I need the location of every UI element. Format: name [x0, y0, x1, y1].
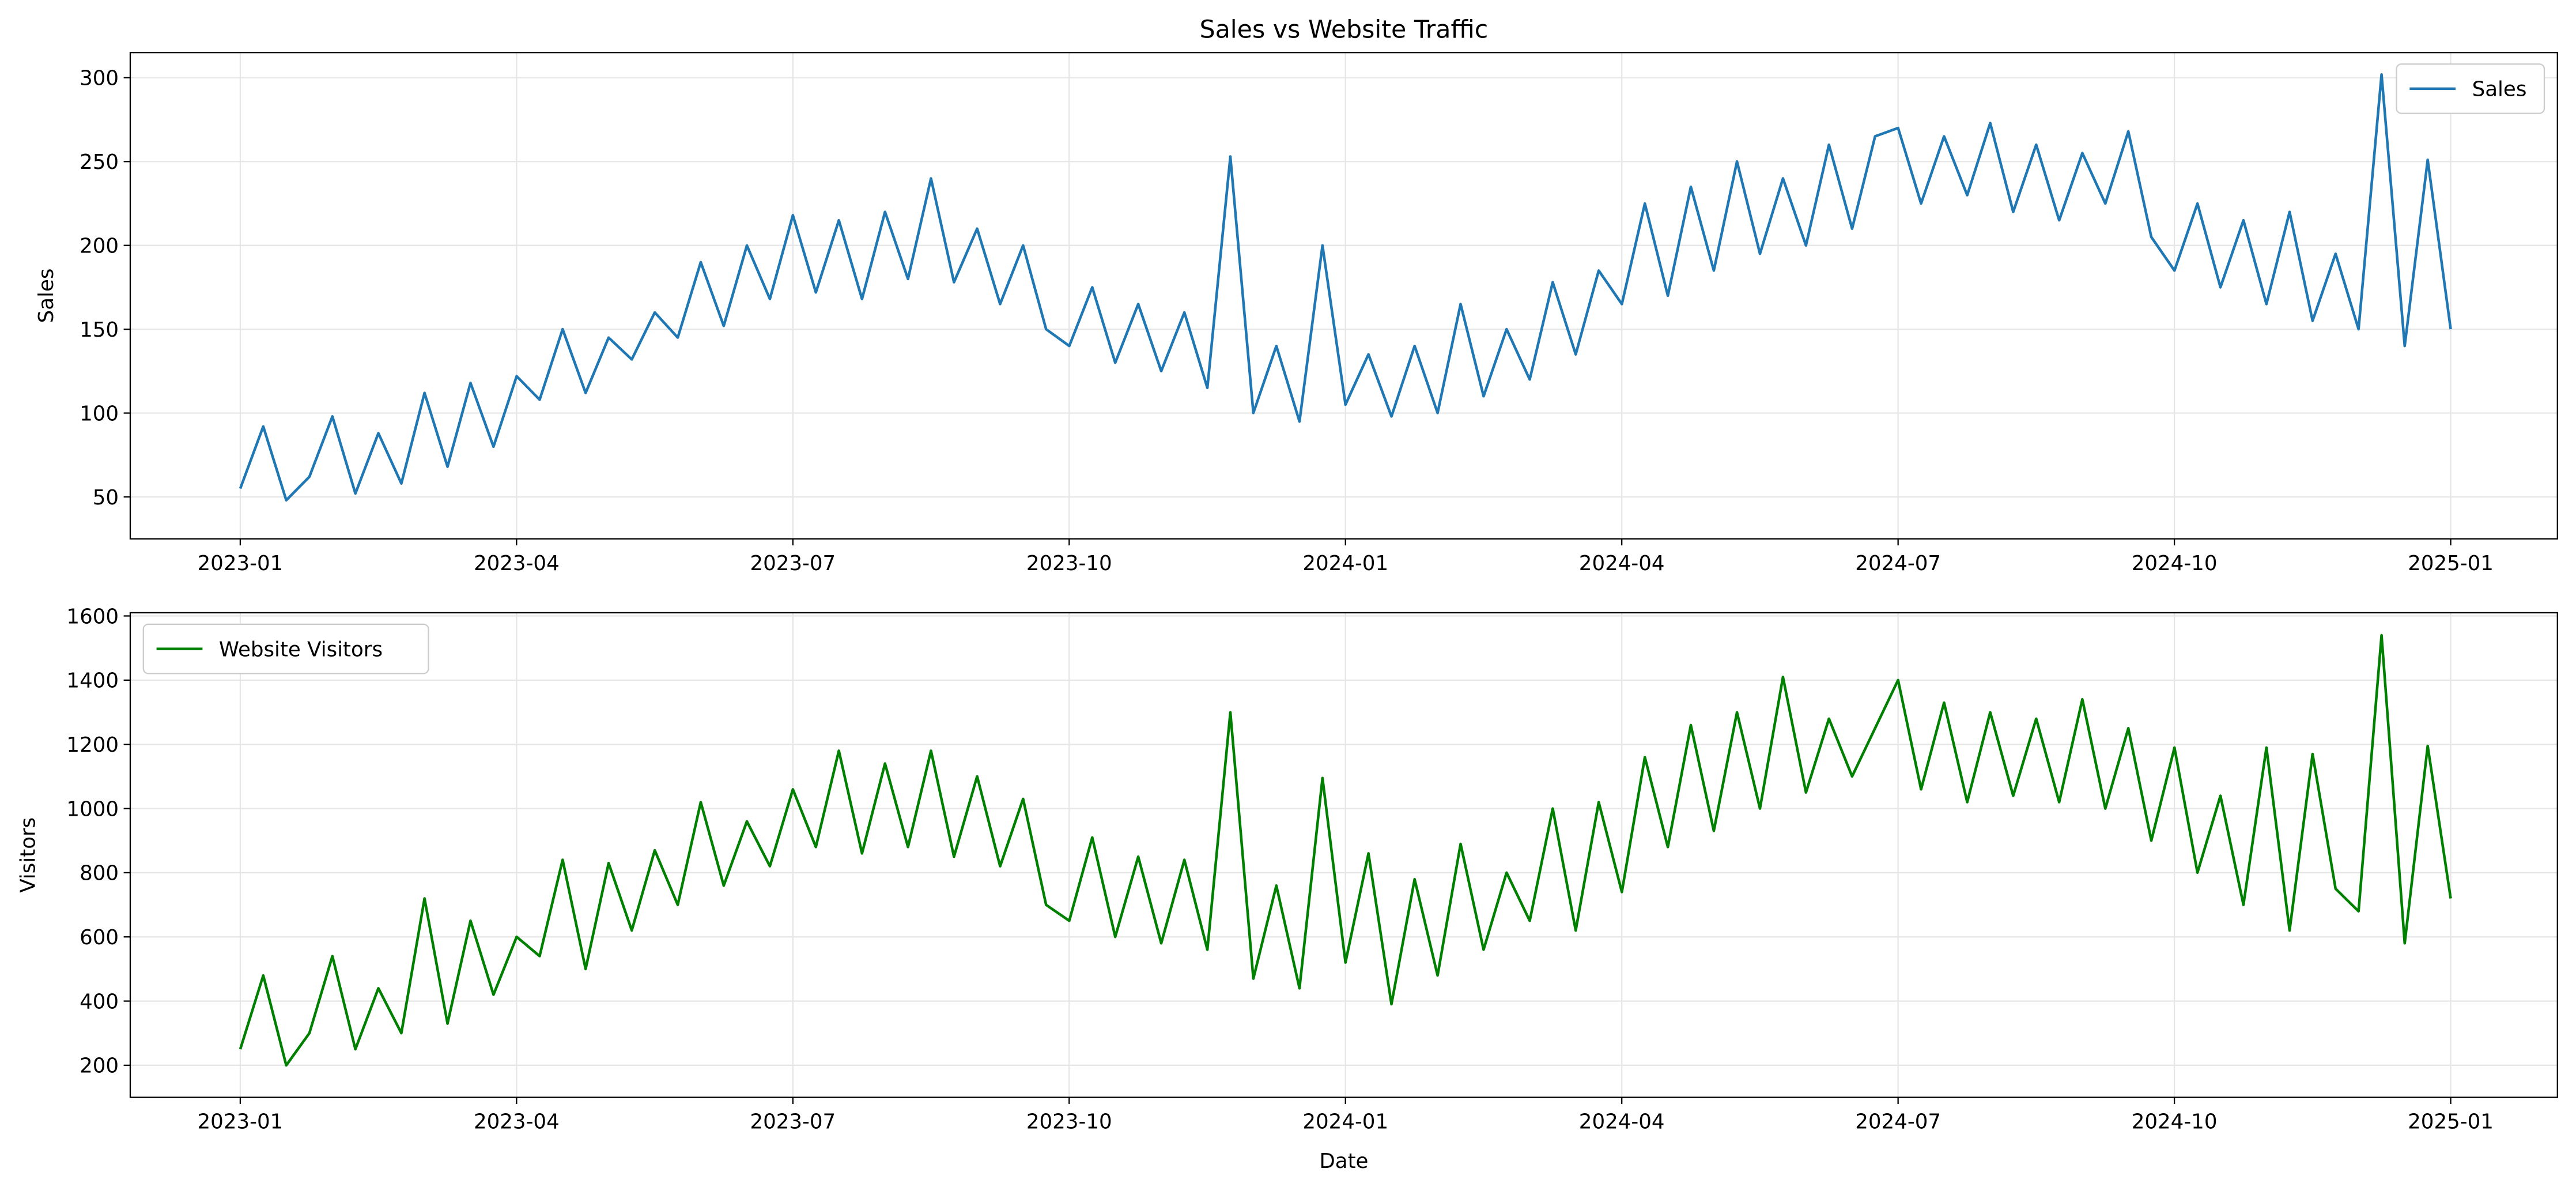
y-tick-label: 300: [80, 67, 119, 91]
legend-label: Sales: [2472, 78, 2527, 101]
x-tick-label: 2024-10: [2132, 1110, 2218, 1134]
legend-label: Website Visitors: [219, 638, 383, 661]
axes-frame: [129, 612, 2558, 1098]
chart-title: Sales vs Website Traffic: [1199, 16, 1488, 44]
plot-area: [130, 612, 2558, 1098]
x-tick-label: 2023-04: [474, 1110, 560, 1134]
y-tick-label: 200: [80, 235, 119, 258]
line: [239, 73, 2452, 502]
y-tick-label: 800: [80, 862, 119, 885]
axes-frame: [129, 52, 2558, 540]
x-tick-label: 2025-01: [2408, 1110, 2494, 1134]
y-tick-label: 400: [80, 990, 119, 1013]
y-tick-label: 250: [80, 150, 119, 174]
subplot: 200 400 600 800 1000 1200 1400 1600 2023-01 2023-…: [17, 605, 2558, 1173]
y-tick-label: 600: [80, 926, 119, 949]
x-tick-label: 2024-01: [1302, 552, 1388, 575]
x-tick-label: 2024-04: [1579, 552, 1665, 575]
legend-box: [142, 623, 429, 674]
y-tick-label: 1400: [66, 669, 119, 693]
y-tick-label: 1000: [66, 797, 119, 821]
x-tick-label: 2024-07: [1855, 1110, 1941, 1134]
x-tick-label: 2024-04: [1579, 1110, 1665, 1134]
y-tick-label: 1600: [66, 605, 119, 628]
y-tick-label: 200: [80, 1054, 119, 1078]
y-tick-label: 50: [93, 486, 119, 510]
x-tick-label: 2023-10: [1026, 1110, 1112, 1134]
y-axis-label: Visitors: [17, 817, 40, 893]
x-tick-label: 2023-01: [198, 552, 284, 575]
y-tick-label: 1200: [66, 733, 119, 757]
x-tick-label: 2024-01: [1302, 1110, 1388, 1134]
x-axis-label: Date: [1319, 1149, 1368, 1173]
y-tick-label: 100: [80, 402, 119, 425]
x-tick-label: 2023-07: [750, 552, 836, 575]
legend: Website Visitors: [142, 623, 429, 674]
x-tick-label: 2023-10: [1026, 552, 1112, 575]
legend: Sales: [2396, 63, 2545, 114]
x-tick-label: 2024-10: [2132, 552, 2218, 575]
x-tick-label: 2024-07: [1855, 552, 1941, 575]
x-tick-label: 2023-04: [474, 552, 560, 575]
y-tick-label: 150: [80, 318, 119, 342]
y-axis-label: Sales: [35, 269, 58, 323]
x-tick-label: 2025-01: [2408, 552, 2494, 575]
x-tick-label: 2023-07: [750, 1110, 836, 1134]
legend-box: [2396, 63, 2545, 114]
plot-area: [130, 52, 2558, 539]
line: [239, 634, 2452, 1067]
subplot: 50 100 150 200 250 300 2023-01 2023-04 2023-07 20…: [35, 16, 2558, 575]
x-tick-label: 2023-01: [198, 1110, 284, 1134]
